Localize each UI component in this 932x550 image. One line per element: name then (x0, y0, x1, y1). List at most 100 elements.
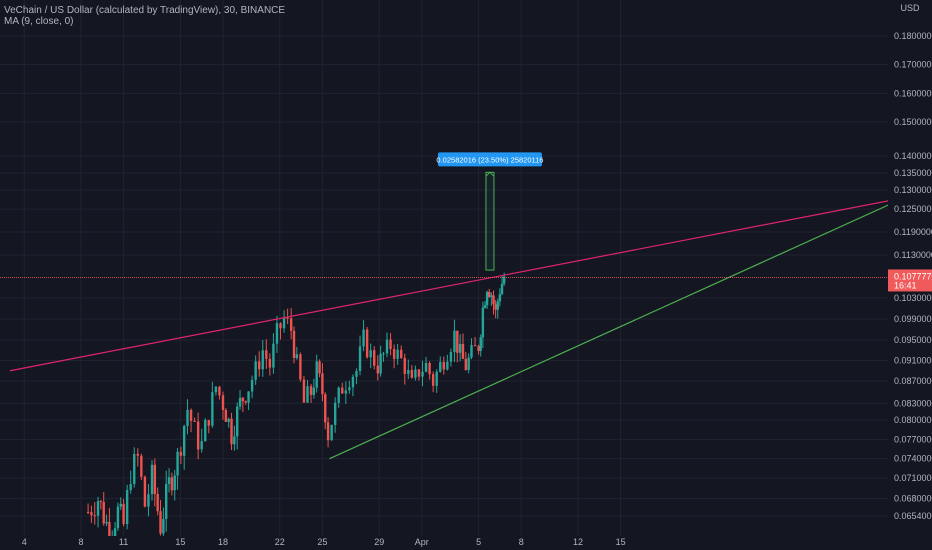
candle (498, 294, 502, 302)
y-tick-label: 0.06800000 (894, 493, 932, 503)
candle (481, 307, 485, 338)
candle (102, 502, 105, 524)
y-tick-label: 0.14000000 (894, 151, 932, 161)
candle (333, 402, 337, 425)
y-tick-label: 0.12500000 (894, 204, 932, 214)
x-tick-label: Apr (415, 537, 429, 547)
candle (265, 350, 268, 359)
candle (159, 511, 162, 534)
candle (315, 361, 318, 388)
candle (309, 386, 313, 395)
candle (200, 441, 203, 450)
y-tick-label: 0.10300000 (894, 293, 932, 303)
candle (365, 329, 369, 358)
y-tick-label: 0.17000000 (894, 60, 932, 70)
candle (179, 451, 183, 456)
candle (233, 436, 236, 445)
y-tick-label: 0.18000000 (894, 31, 932, 41)
y-tick-label: 0.07700000 (894, 434, 932, 444)
time-axis-bg (0, 536, 888, 550)
candle (362, 329, 365, 347)
candle (279, 323, 282, 329)
y-tick-label: 0.11900000 (894, 227, 932, 237)
candle (282, 317, 286, 329)
candle (403, 357, 406, 374)
candle (241, 397, 245, 402)
y-tick-label: 0.07100000 (894, 473, 932, 483)
candle (133, 453, 136, 485)
candle (170, 477, 174, 491)
x-tick-label: 29 (374, 537, 384, 547)
y-tick-label: 0.15000000 (894, 117, 932, 127)
x-tick-label: 15 (175, 537, 185, 547)
candle (492, 295, 495, 305)
candle (196, 421, 200, 450)
candle (86, 511, 90, 513)
candle (268, 358, 272, 368)
x-tick-label: 8 (519, 537, 524, 547)
y-tick-label: 0.09500000 (894, 335, 932, 345)
candle (400, 349, 403, 358)
candle (428, 362, 431, 375)
candle (272, 343, 275, 368)
candle (318, 361, 321, 374)
candle (488, 291, 491, 297)
measure-arrow (485, 171, 495, 177)
candle (250, 379, 254, 392)
x-tick-label: 25 (317, 537, 327, 547)
candle (254, 361, 257, 380)
candle (500, 283, 504, 295)
measure-tool[interactable]: 0.02582016 (23.50%) 25820116 (436, 152, 543, 271)
candle (461, 343, 465, 359)
candle (348, 387, 351, 391)
y-tick-label: 0.11300000 (894, 250, 932, 260)
candle (129, 484, 132, 491)
candle (167, 477, 171, 485)
y-tick-label: 0.13000000 (894, 185, 932, 195)
candle (230, 418, 233, 445)
y-tick-label: 0.08000000 (894, 415, 932, 425)
candle (389, 339, 392, 349)
trendlines[interactable] (9, 197, 905, 460)
candle (150, 464, 154, 495)
current-price-label: 0.10777724 (894, 271, 932, 281)
candle (341, 387, 344, 394)
candle (421, 371, 424, 377)
candle (140, 455, 143, 477)
candle (376, 365, 379, 374)
candle (473, 345, 477, 347)
candle (207, 420, 210, 426)
y-tick-label: 0.06540000 (894, 511, 932, 521)
candle (312, 387, 316, 395)
candle (464, 358, 468, 371)
x-tick-label: 8 (78, 537, 83, 547)
x-tick-label: 18 (218, 537, 228, 547)
candle (424, 362, 428, 372)
candle (479, 337, 482, 351)
candle (321, 373, 324, 395)
candle (467, 357, 470, 371)
candle (396, 349, 399, 359)
price-axis[interactable]: 0.18000000 0.17000000 0.16000000 0.15000000… (888, 0, 932, 550)
candle (90, 512, 93, 516)
candle (439, 361, 442, 372)
x-tick-label: 12 (573, 537, 583, 547)
candle (385, 339, 389, 354)
indicator-label[interactable]: MA (9, close, 0) (4, 16, 73, 27)
candle (238, 397, 242, 407)
candle (477, 346, 480, 351)
candle (204, 420, 207, 442)
candle (410, 370, 414, 378)
candle (295, 354, 299, 359)
candle (369, 350, 372, 358)
measure-range (485, 171, 495, 271)
candle (337, 387, 340, 403)
candle (485, 291, 489, 306)
candle (96, 501, 100, 516)
candle (218, 386, 221, 396)
candle (442, 361, 446, 370)
time-axis[interactable]: 4 8 11 15 18 22 25 29 Apr 5 8 12 15 (0, 536, 888, 550)
candle (244, 401, 247, 403)
